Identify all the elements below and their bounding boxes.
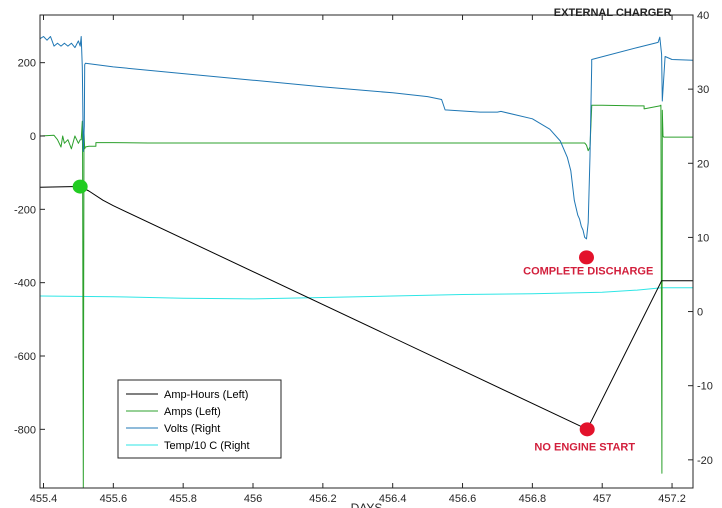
x-tick-label: 456.6: [449, 493, 477, 505]
series-line-1: [40, 104, 693, 488]
x-tick-label: 456.8: [519, 493, 547, 505]
x-tick-label: 455.4: [30, 493, 58, 505]
y-right-tick-label: -20: [697, 455, 713, 467]
legend-box: [117, 379, 282, 459]
legend-label: Temp/10 C (Right: [164, 440, 250, 452]
y-right-tick-label: 0: [697, 307, 703, 319]
legend-label: Volts (Right: [164, 423, 220, 435]
x-tick-label: 456: [244, 493, 262, 505]
plot-frame: [39, 14, 694, 489]
marker-layer: [72, 179, 595, 437]
data-marker-0: [72, 179, 88, 194]
x-tick-label: 456.4: [379, 493, 407, 505]
y-left-tick-label: -200: [14, 204, 36, 216]
legend-label: Amp-Hours (Left): [164, 389, 248, 401]
annotation-0: EXTERNAL CHARGER: [554, 7, 672, 19]
x-tick-label: 455.6: [100, 493, 128, 505]
legend: Amp-Hours (Left) Amps (Left) Volts (Right T…: [117, 379, 282, 459]
x-tick-label: 456.2: [309, 493, 337, 505]
y-right-tick-label: 40: [697, 10, 709, 22]
x-axis-label: DAYS: [351, 501, 383, 508]
y-right-tick-label: 30: [697, 84, 709, 96]
series-line-3: [40, 287, 693, 300]
legend-label: Amps (Left): [164, 406, 221, 418]
y-left-tick-label: -400: [14, 278, 36, 290]
data-marker-1: [579, 422, 595, 437]
y-right-tick-label: -10: [697, 381, 713, 393]
x-tick-label: 457: [593, 493, 611, 505]
series-line-2: [40, 36, 693, 240]
y-left-tick-label: 0: [30, 131, 36, 143]
annotation-2: NO ENGINE START: [534, 442, 635, 454]
annotation-1: COMPLETE DISCHARGE: [523, 266, 653, 278]
x-tick-label: 457.2: [658, 493, 686, 505]
data-marker-2: [578, 250, 594, 265]
y-right-tick-label: 10: [697, 232, 709, 244]
y-left-tick-label: -800: [14, 424, 36, 436]
x-tick-label: 455.8: [169, 493, 197, 505]
annotation-layer: EXTERNAL CHARGER COMPLETE DISCHARGE NO ENG…: [523, 7, 671, 454]
axis-layer: 455.4 455.6 455.8 456 456.2 456.4 456.6 456.8 45…: [14, 10, 713, 508]
y-left-tick-label: -600: [14, 351, 36, 363]
y-right-tick-label: 20: [697, 158, 709, 170]
y-left-tick-label: 200: [18, 58, 36, 70]
